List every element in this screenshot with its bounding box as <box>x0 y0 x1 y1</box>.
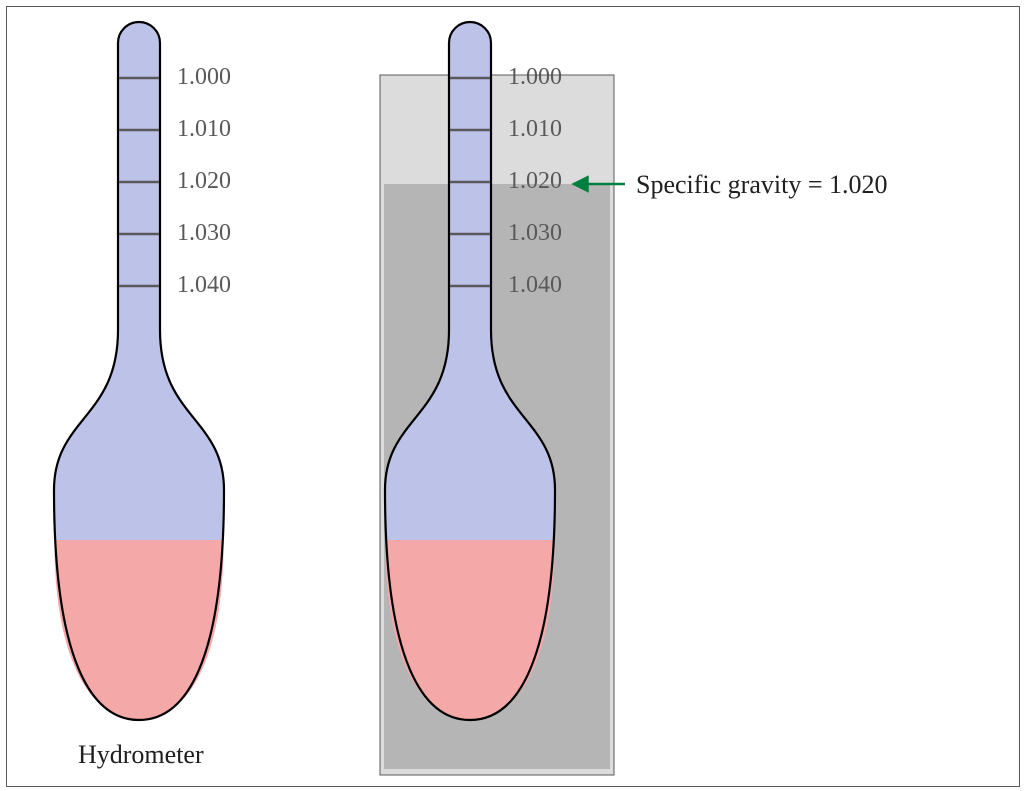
scale-label-right-1: 1.010 <box>508 116 562 143</box>
scale-label-left-0: 1.000 <box>177 64 231 91</box>
annotation-specific-gravity: Specific gravity = 1.020 <box>636 170 888 200</box>
scale-label-right-3: 1.030 <box>508 220 562 247</box>
scale-label-right-4: 1.040 <box>508 272 562 299</box>
scale-label-left-3: 1.030 <box>177 220 231 247</box>
caption-hydrometer: Hydrometer <box>78 740 204 770</box>
scale-label-right-2: 1.020 <box>508 168 562 195</box>
scale-label-left-4: 1.040 <box>177 272 231 299</box>
scale-label-left-2: 1.020 <box>177 168 231 195</box>
scale-label-left-1: 1.010 <box>177 116 231 143</box>
scale-label-right-0: 1.000 <box>508 64 562 91</box>
